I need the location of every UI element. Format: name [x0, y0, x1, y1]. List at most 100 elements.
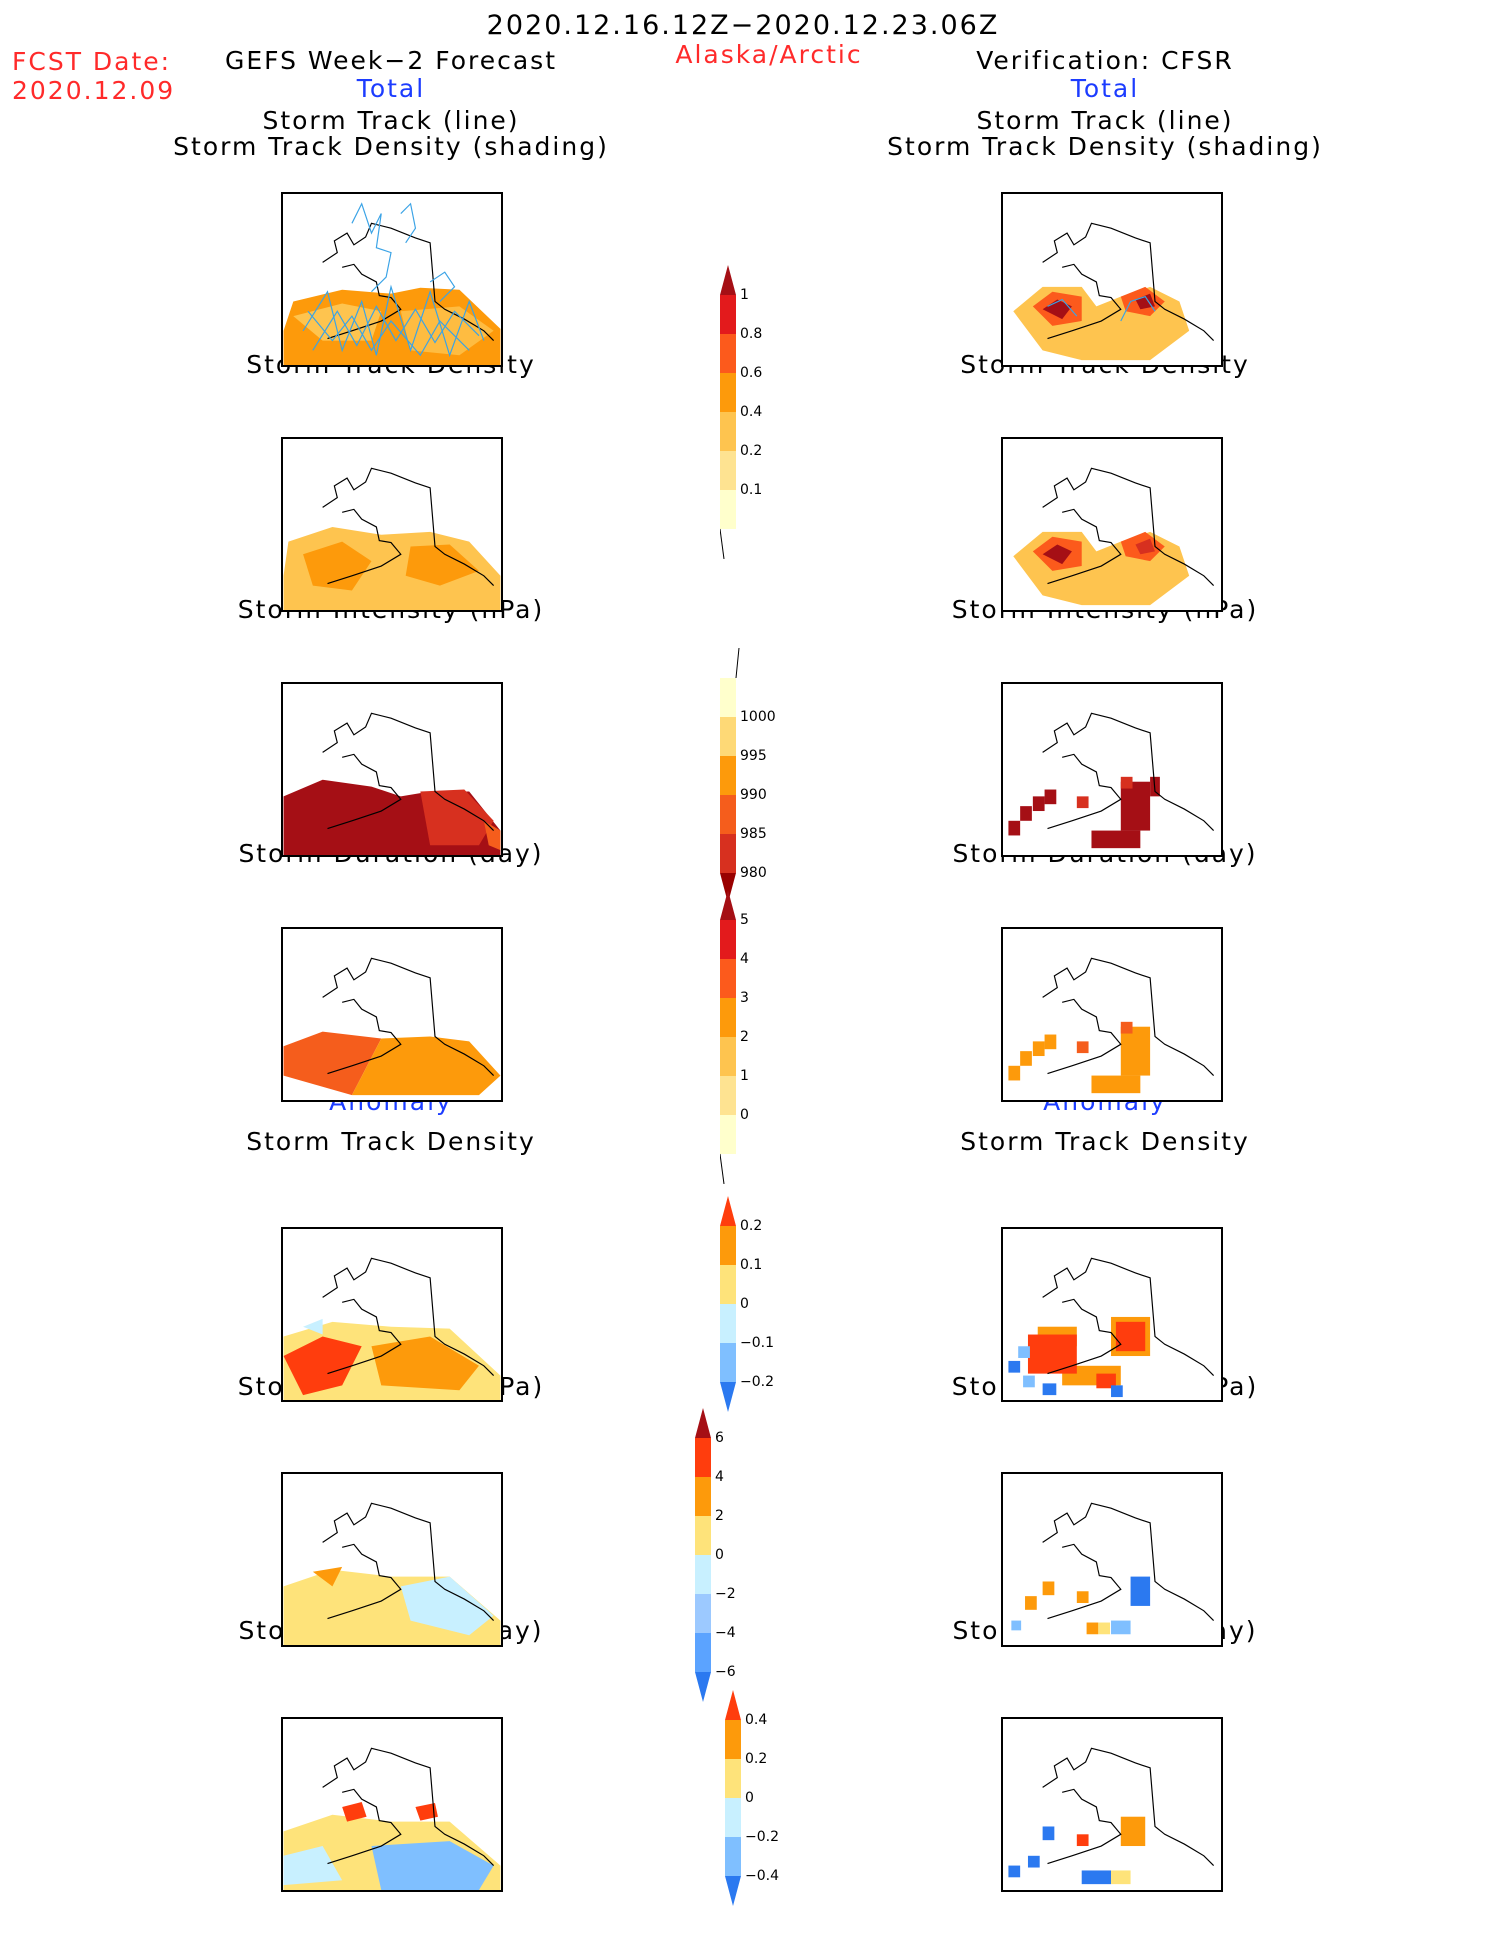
intensity_total-swatch: [720, 756, 736, 795]
cfsr-anom-intensity-map: [1001, 1472, 1223, 1647]
left-total-label: Total: [356, 74, 426, 103]
duration_total-swatch: [720, 998, 736, 1037]
gefs-duration-map: [281, 927, 503, 1102]
cfsr-anom-density-map: [1001, 1227, 1223, 1402]
gefs-anom-density-map: [281, 1227, 503, 1402]
gefs-anom-duration-map: [281, 1717, 503, 1892]
intensity_anom-swatch: [695, 1438, 711, 1477]
intensity_anom-swatch: [695, 1594, 711, 1633]
density-total-colorbar: 1 0.8 0.6 0.4 0.2 0.1: [720, 265, 810, 559]
duration_total-tick-label: 2: [740, 1029, 749, 1045]
left-track-title-2: Storm Track Density (shading): [173, 132, 609, 161]
intensity_total-swatch: [720, 678, 736, 717]
intensity_total-tick-label: 1000: [740, 709, 776, 725]
left-track-title-1: Storm Track (line): [262, 106, 520, 135]
fcst-date-label: FCST Date:: [12, 47, 172, 76]
intensity_total-svg: [720, 648, 740, 903]
intensity_anom-swatch: [695, 1408, 711, 1438]
density_total-tick-label: 0.1: [740, 482, 763, 498]
intensity-anom-colorbar: 6 4 2 0 −2 −4 −6: [695, 1408, 785, 1741]
gefs-anom-intensity-map: [281, 1472, 503, 1647]
density_anom-tick-label: 0.2: [740, 1218, 763, 1234]
fcst-date-value: 2020.12.09: [12, 76, 176, 105]
density_anom-svg: [720, 1196, 736, 1412]
gefs-track-density-svg: [283, 467, 501, 610]
density_anom-swatch: [720, 1196, 736, 1226]
intensity_total-tick-label: 980: [740, 865, 767, 881]
density_total-swatch: [720, 295, 736, 334]
cfsr-duration-svg: [1008, 957, 1215, 1094]
cfsr-anom-intensity-svg: [1011, 1502, 1215, 1635]
intensity_total-tick-label: 985: [740, 826, 767, 842]
cfsr-intensity-map: [1001, 682, 1223, 857]
duration_anom-swatch: [725, 1759, 741, 1798]
gefs-storm-track-map: [281, 192, 503, 367]
duration_total-tick-label: 1: [740, 1068, 749, 1084]
gefs-anom-intensity-svg: [283, 1502, 501, 1645]
density_anom-tick-label: −0.1: [740, 1335, 774, 1351]
intensity_anom-tick-label: −6: [715, 1664, 736, 1680]
cfsr-storm-track-map: [1001, 192, 1223, 367]
density_anom-tick-label: −0.2: [740, 1374, 774, 1390]
duration_anom-swatch: [725, 1837, 741, 1876]
gefs-anom-density-svg: [283, 1257, 501, 1400]
gefs-intensity-svg: [283, 712, 501, 855]
density_total-svg: [720, 265, 736, 559]
density_anom-tick-label: 0.1: [740, 1257, 763, 1273]
duration_anom-svg: [725, 1690, 741, 1906]
density_anom-swatch: [720, 1382, 736, 1412]
duration_total-swatch: [720, 959, 736, 998]
duration-anom-colorbar: 0.4 0.2 0 −0.2 −0.4: [725, 1690, 815, 1945]
intensity_anom-tick-label: 4: [715, 1469, 724, 1485]
right-total-label: Total: [1070, 74, 1140, 103]
density_total-swatch: [720, 412, 736, 451]
cfsr-anom-duration-map: [1001, 1717, 1223, 1892]
cfsr-track-density-map: [1001, 437, 1223, 612]
intensity_total-swatch: [720, 873, 736, 903]
density_total-swatch: [720, 265, 736, 295]
density_total-tick-label: 0.4: [740, 404, 763, 420]
left-column-title: GEFS Week−2 Forecast: [224, 46, 558, 75]
gefs-intensity-map: [281, 682, 503, 857]
density_anom-swatch: [720, 1265, 736, 1304]
intensity_anom-svg: [695, 1408, 711, 1702]
cfsr-anom-density-svg: [1008, 1257, 1215, 1398]
duration-total-colorbar: 5 4 3 2 1 0: [720, 890, 810, 1184]
duration_total-tick-label: 3: [740, 990, 749, 1006]
cfsr-duration-map: [1001, 927, 1223, 1102]
density_anom-swatch: [720, 1226, 736, 1265]
intensity_anom-tick-label: −2: [715, 1586, 736, 1602]
duration_total-swatch: [720, 1115, 736, 1154]
density_total-swatch: [720, 334, 736, 373]
intensity_anom-swatch: [695, 1633, 711, 1672]
density_total-tick-label: 0.2: [740, 443, 763, 459]
intensity_anom-tick-label: −4: [715, 1625, 736, 1641]
duration_anom-tick-label: 0: [745, 1790, 754, 1806]
right-anom-density-title: Storm Track Density: [960, 1127, 1250, 1156]
right-track-title-1: Storm Track (line): [976, 106, 1234, 135]
gefs-track-density-map: [281, 437, 503, 612]
duration_total-svg: [720, 890, 736, 1184]
intensity_total-tick-label: 990: [740, 787, 767, 803]
density_anom-swatch: [720, 1343, 736, 1382]
density_anom-swatch: [720, 1304, 736, 1343]
duration_anom-swatch: [725, 1690, 741, 1720]
density_total-tick-label: 0.6: [740, 365, 763, 381]
duration_total-tick-label: 0: [740, 1107, 749, 1123]
duration_anom-tick-label: 0.2: [745, 1751, 768, 1767]
right-column-title: Verification: CFSR: [976, 46, 1234, 75]
intensity_anom-tick-label: 6: [715, 1430, 724, 1446]
intensity_anom-swatch: [695, 1477, 711, 1516]
duration_anom-tick-label: 0.4: [745, 1712, 768, 1728]
cfsr-track-density-svg: [1013, 467, 1215, 606]
duration_anom-tick-label: −0.4: [745, 1868, 779, 1884]
duration_total-swatch: [720, 1076, 736, 1115]
density_total-swatch: [720, 373, 736, 412]
duration_total-tick-label: 5: [740, 912, 749, 928]
intensity_total-tick-label: 995: [740, 748, 767, 764]
intensity_anom-tick-label: 0: [715, 1547, 724, 1563]
gefs-anom-duration-svg: [283, 1747, 501, 1890]
density_total-tick-label: 1: [740, 287, 749, 303]
density_total-tick-label: 0.8: [740, 326, 763, 342]
duration_anom-swatch: [725, 1720, 741, 1759]
